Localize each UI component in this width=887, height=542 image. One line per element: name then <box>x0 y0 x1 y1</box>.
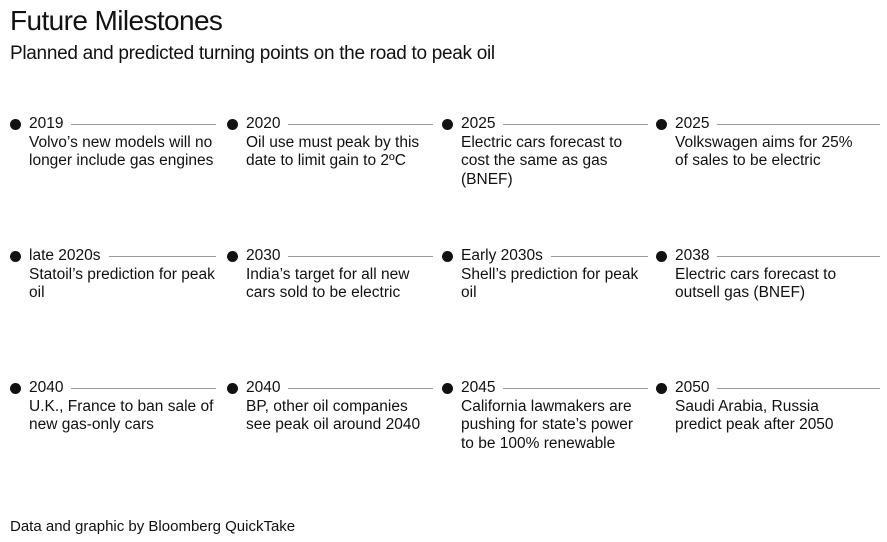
divider-line <box>503 123 648 125</box>
milestone-header: late 2020s <box>10 247 218 265</box>
bullet-dot-icon <box>656 382 667 394</box>
divider-line <box>717 123 880 125</box>
milestone-grid: 2019 Volvo’s new models will no longer i… <box>10 115 882 495</box>
bullet-dot-icon <box>227 382 238 394</box>
milestone-header: 2040 <box>10 379 218 397</box>
milestone-header: 2019 <box>10 115 218 133</box>
milestone-item: 2045 California lawmakers are pushing fo… <box>442 379 650 453</box>
divider-line <box>503 387 648 389</box>
milestone-header: 2020 <box>227 115 435 133</box>
divider-line <box>71 123 216 125</box>
milestone-description: India’s target for all new cars sold to … <box>246 266 410 302</box>
milestone-description: Statoil’s prediction for peak oil <box>29 266 215 302</box>
milestone-year: 2030 <box>246 247 281 264</box>
milestone-year: 2045 <box>461 379 496 396</box>
milestone-description: Volvo’s new models will no longer includ… <box>29 134 214 170</box>
page-subtitle: Planned and predicted turning points on … <box>10 43 495 64</box>
source-credit: Data and graphic by Bloomberg QuickTake <box>10 518 296 535</box>
milestone-header: 2030 <box>227 247 435 265</box>
milestone-item: 2040 BP, other oil companies see peak oi… <box>227 379 435 435</box>
milestone-description: Shell’s prediction for peak oil <box>461 266 639 302</box>
milestone-item: 2050 Saudi Arabia, Russia predict peak a… <box>656 379 882 435</box>
milestone-header: 2038 <box>656 247 882 265</box>
milestone-year: 2025 <box>675 115 710 132</box>
milestone-item: 2038 Electric cars forecast to outsell g… <box>656 247 882 303</box>
bullet-dot-icon <box>10 118 21 130</box>
divider-line <box>717 387 880 389</box>
milestone-item: 2040 U.K., France to ban sale of new gas… <box>10 379 218 435</box>
bullet-dot-icon <box>442 382 453 394</box>
divider-line <box>288 123 433 125</box>
bullet-dot-icon <box>442 250 453 262</box>
milestone-year: 2025 <box>461 115 496 132</box>
divider-line <box>108 255 216 257</box>
milestone-description: California lawmakers are pushing for sta… <box>461 398 634 452</box>
divider-line <box>71 387 216 389</box>
divider-line <box>717 255 880 257</box>
milestone-item: 2019 Volvo’s new models will no longer i… <box>10 115 218 171</box>
milestone-description: Oil use must peak by this date to limit … <box>246 134 420 170</box>
bullet-dot-icon <box>227 118 238 130</box>
milestone-item: late 2020s Statoil’s prediction for peak… <box>10 247 218 303</box>
milestone-item: 2025 Electric cars forecast to cost the … <box>442 115 650 189</box>
bullet-dot-icon <box>227 250 238 262</box>
bullet-dot-icon <box>442 118 453 130</box>
milestone-header: 2045 <box>442 379 650 397</box>
milestone-year: 2038 <box>675 247 710 264</box>
milestone-year: 2020 <box>246 115 281 132</box>
milestone-header: 2025 <box>656 115 882 133</box>
milestone-description: Electric cars forecast to outsell gas (B… <box>675 266 837 302</box>
milestone-year: 2050 <box>675 379 710 396</box>
milestone-description: Electric cars forecast to cost the same … <box>461 134 623 188</box>
milestone-item: 2030 India’s target for all new cars sol… <box>227 247 435 303</box>
milestone-description: BP, other oil companies see peak oil aro… <box>246 398 421 434</box>
milestone-item: Early 2030s Shell’s prediction for peak … <box>442 247 650 303</box>
milestone-year: late 2020s <box>29 247 101 264</box>
page-title: Future Milestones <box>10 5 223 36</box>
bullet-dot-icon <box>656 118 667 130</box>
milestone-description: Volkswagen aims for 25% of sales to be e… <box>675 134 853 170</box>
bullet-dot-icon <box>10 382 21 394</box>
milestone-year: Early 2030s <box>461 247 543 264</box>
divider-line <box>288 255 433 257</box>
milestone-item: 2025 Volkswagen aims for 25% of sales to… <box>656 115 882 171</box>
milestone-year: 2040 <box>29 379 64 396</box>
milestone-item: 2020 Oil use must peak by this date to l… <box>227 115 435 171</box>
milestone-header: 2025 <box>442 115 650 133</box>
milestone-description: Saudi Arabia, Russia predict peak after … <box>675 398 834 434</box>
divider-line <box>288 387 433 389</box>
milestone-description: U.K., France to ban sale of new gas-only… <box>29 398 214 434</box>
milestone-year: 2019 <box>29 115 64 132</box>
milestone-year: 2040 <box>246 379 281 396</box>
milestone-header: 2050 <box>656 379 882 397</box>
divider-line <box>550 255 648 257</box>
milestone-header: Early 2030s <box>442 247 650 265</box>
milestone-header: 2040 <box>227 379 435 397</box>
bullet-dot-icon <box>10 250 21 262</box>
bullet-dot-icon <box>656 250 667 262</box>
